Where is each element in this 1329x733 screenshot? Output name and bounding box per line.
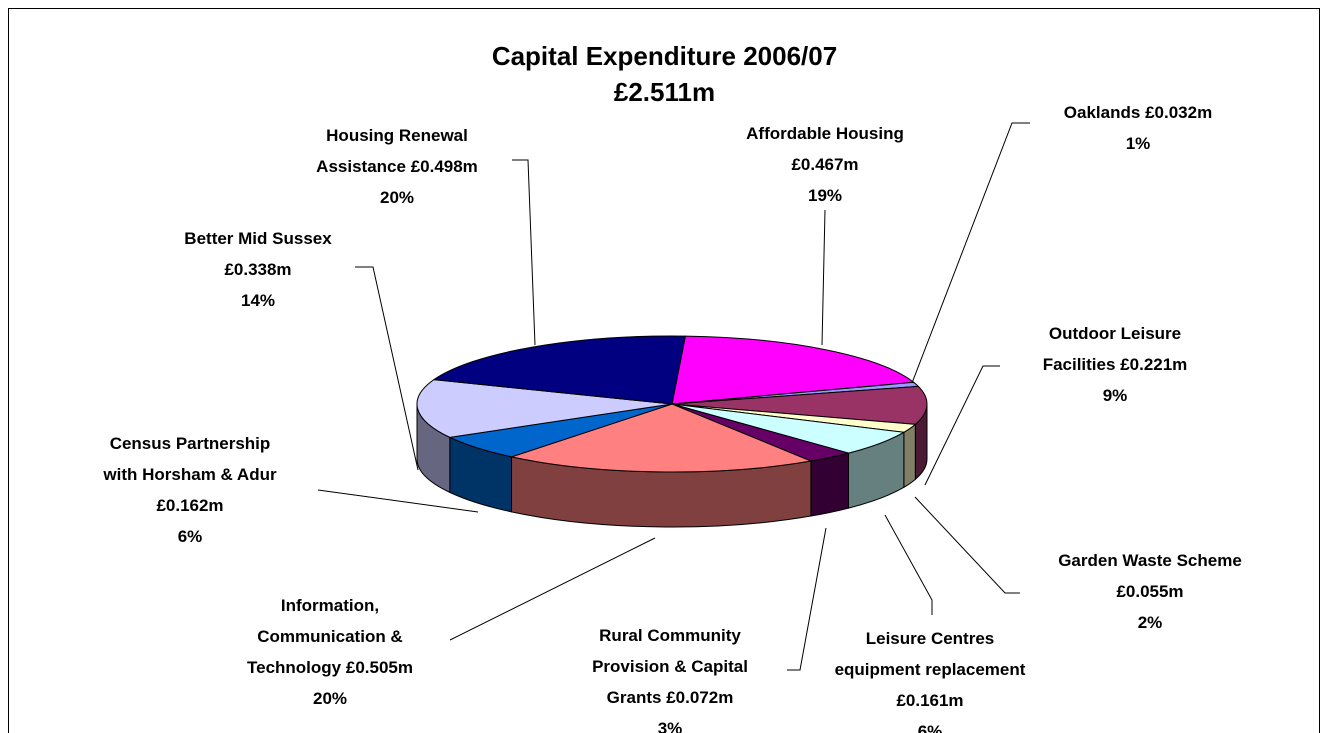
slice-label: Information, Communication & Technology … — [238, 590, 423, 714]
value-label: 3% — [657, 719, 683, 733]
slice-label: Rural Community Provision & Capital Gran… — [578, 620, 763, 733]
pie-slice — [671, 385, 928, 425]
pie-slice — [416, 379, 673, 438]
slice-label: Census Partnership with Horsham & Adur £… — [95, 428, 285, 552]
chart-title: Capital Expenditure 2006/07 — [491, 41, 838, 71]
category-label: Leisure Centres equipment replacement — [834, 629, 1026, 679]
amount-label: £0.161m — [896, 691, 964, 710]
leader-line — [911, 122, 1030, 384]
pie-slice — [509, 403, 813, 473]
category-label: Rural Community Provision & Capital Gran… — [592, 626, 748, 707]
category-label: Garden Waste Scheme — [1058, 551, 1242, 570]
category-label: Affordable Housing — [746, 124, 904, 143]
amount-label: £0.162m — [156, 496, 224, 515]
leader-line — [512, 159, 536, 346]
slice-label: Leisure Centres equipment replacement £0… — [832, 623, 1028, 733]
value-label: 2% — [1137, 613, 1163, 632]
leader-line — [884, 514, 933, 615]
value-label: 1% — [1125, 134, 1151, 153]
amount-label: £0.498m — [410, 157, 478, 176]
leader-line — [821, 209, 826, 346]
slice-label: Better Mid Sussex £0.338m 14% — [168, 223, 348, 316]
slice-label: Outdoor Leisure Facilities £0.221m 9% — [1020, 318, 1210, 411]
amount-label: £0.505m — [345, 658, 413, 677]
amount-label: £0.072m — [666, 688, 734, 707]
amount-label: £0.055m — [1116, 582, 1184, 601]
amount-label: £0.338m — [224, 260, 292, 279]
slice-label: Garden Waste Scheme £0.055m 2% — [1050, 545, 1250, 638]
pie-slice — [671, 335, 915, 405]
category-label: Oaklands — [1063, 103, 1141, 122]
category-label: Better Mid Sussex — [184, 229, 332, 248]
category-label: Housing Renewal Assistance — [316, 126, 468, 176]
slice-label: Housing Renewal Assistance £0.498m 20% — [302, 120, 492, 213]
amount-label: £0.467m — [791, 155, 859, 174]
value-label: 9% — [1102, 386, 1128, 405]
slice-label: Affordable Housing £0.467m 19% — [735, 118, 915, 211]
value-label: 6% — [177, 527, 203, 546]
leader-line — [449, 537, 656, 641]
leader-line — [787, 527, 827, 671]
amount-label: £0.221m — [1120, 355, 1188, 374]
leader-line — [914, 496, 1020, 594]
value-label: 20% — [379, 188, 415, 207]
leader-line — [355, 266, 419, 471]
slice-label: Oaklands £0.032m 1% — [1028, 97, 1248, 159]
category-label: Census Partnership with Horsham & Adur — [103, 434, 277, 484]
pie-slice — [432, 335, 686, 405]
chart-border — [8, 8, 1320, 733]
amount-label: £0.032m — [1145, 103, 1213, 122]
leader-line — [924, 365, 1000, 486]
pie-slice-side — [903, 423, 916, 489]
value-label: 20% — [312, 689, 348, 708]
category-label: Outdoor Leisure Facilities — [1042, 324, 1182, 374]
pie-slice-side — [810, 452, 849, 517]
chart-subtitle: £2.511m — [613, 77, 716, 107]
value-label: 19% — [807, 186, 843, 205]
leader-line — [317, 489, 479, 513]
category-label: Information, Communication & Technology — [247, 596, 403, 677]
value-label: 14% — [240, 291, 276, 310]
value-label: 6% — [917, 722, 943, 733]
